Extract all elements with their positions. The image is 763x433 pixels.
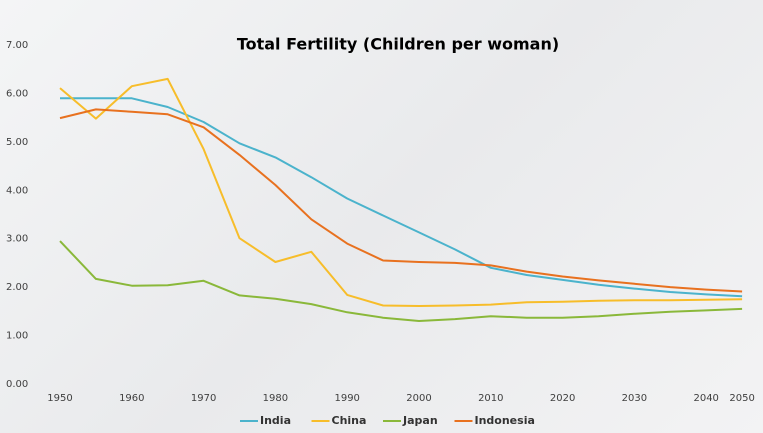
x-tick-label: 2010 (478, 393, 503, 404)
y-tick-label: 7.00 (6, 40, 28, 51)
y-tick-label: 4.00 (6, 185, 28, 196)
x-tick-label: 1950 (47, 393, 72, 404)
x-tick-label: 1960 (119, 393, 144, 404)
y-tick-label: 3.00 (6, 234, 28, 245)
series-line (59, 108, 743, 293)
x-tick-label: 2050 (729, 393, 754, 404)
x-tick-label: 1980 (263, 393, 288, 404)
series-line (59, 77, 743, 307)
legend-label: India (260, 414, 291, 427)
chart-title: Total Fertility (Children per woman) (237, 35, 559, 54)
legend: India China Japan Indonesia (240, 414, 535, 427)
x-tick-label: 2040 (693, 393, 718, 404)
series-line (59, 240, 743, 322)
x-tick-label: 2030 (622, 393, 647, 404)
x-tick-label: 1990 (334, 393, 359, 404)
series-line (60, 97, 743, 298)
y-tick-label: 0.00 (6, 379, 28, 390)
legend-label: China (332, 414, 367, 427)
y-tick-label: 6.00 (6, 88, 28, 99)
y-tick-label: 5.00 (6, 137, 28, 148)
legend-label: Indonesia (475, 414, 535, 427)
legend-label: Japan (402, 414, 438, 427)
x-tick-label: 1970 (191, 393, 216, 404)
y-tick-label: 2.00 (6, 282, 28, 293)
x-tick-label: 2020 (550, 393, 575, 404)
x-tick-label: 2000 (406, 393, 431, 404)
y-tick-label: 1.00 (6, 331, 28, 342)
